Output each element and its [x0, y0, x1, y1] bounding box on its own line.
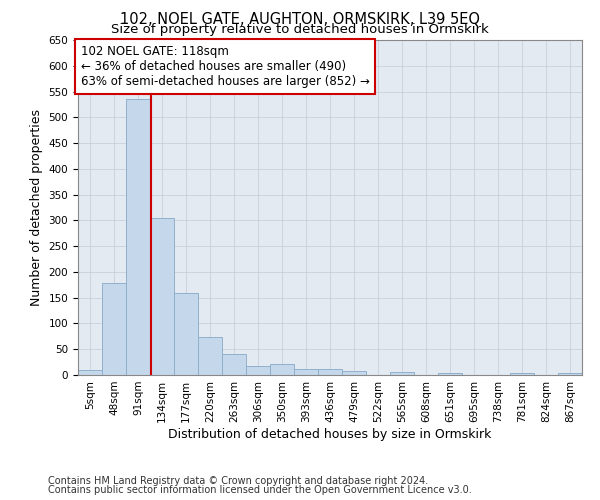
Bar [510, 373, 534, 375]
Bar [150, 218, 174, 375]
Bar [174, 292, 198, 375]
Bar [222, 354, 246, 375]
Text: 102, NOEL GATE, AUGHTON, ORMSKIRK, L39 5EQ: 102, NOEL GATE, AUGHTON, ORMSKIRK, L39 5… [120, 12, 480, 28]
Bar [438, 373, 462, 375]
Y-axis label: Number of detached properties: Number of detached properties [30, 109, 43, 306]
Text: Contains HM Land Registry data © Crown copyright and database right 2024.: Contains HM Land Registry data © Crown c… [48, 476, 428, 486]
Bar [102, 284, 126, 375]
Bar [78, 370, 102, 375]
Bar [390, 372, 414, 375]
Bar [558, 374, 582, 375]
Text: 102 NOEL GATE: 118sqm
← 36% of detached houses are smaller (490)
63% of semi-det: 102 NOEL GATE: 118sqm ← 36% of detached … [80, 45, 370, 88]
Bar [342, 371, 366, 375]
Bar [318, 369, 342, 375]
Bar [198, 338, 222, 375]
Bar [246, 366, 270, 375]
Text: Contains public sector information licensed under the Open Government Licence v3: Contains public sector information licen… [48, 485, 472, 495]
Bar [294, 369, 318, 375]
X-axis label: Distribution of detached houses by size in Ormskirk: Distribution of detached houses by size … [169, 428, 491, 440]
Bar [126, 100, 150, 375]
Bar [270, 364, 294, 375]
Text: Size of property relative to detached houses in Ormskirk: Size of property relative to detached ho… [111, 22, 489, 36]
